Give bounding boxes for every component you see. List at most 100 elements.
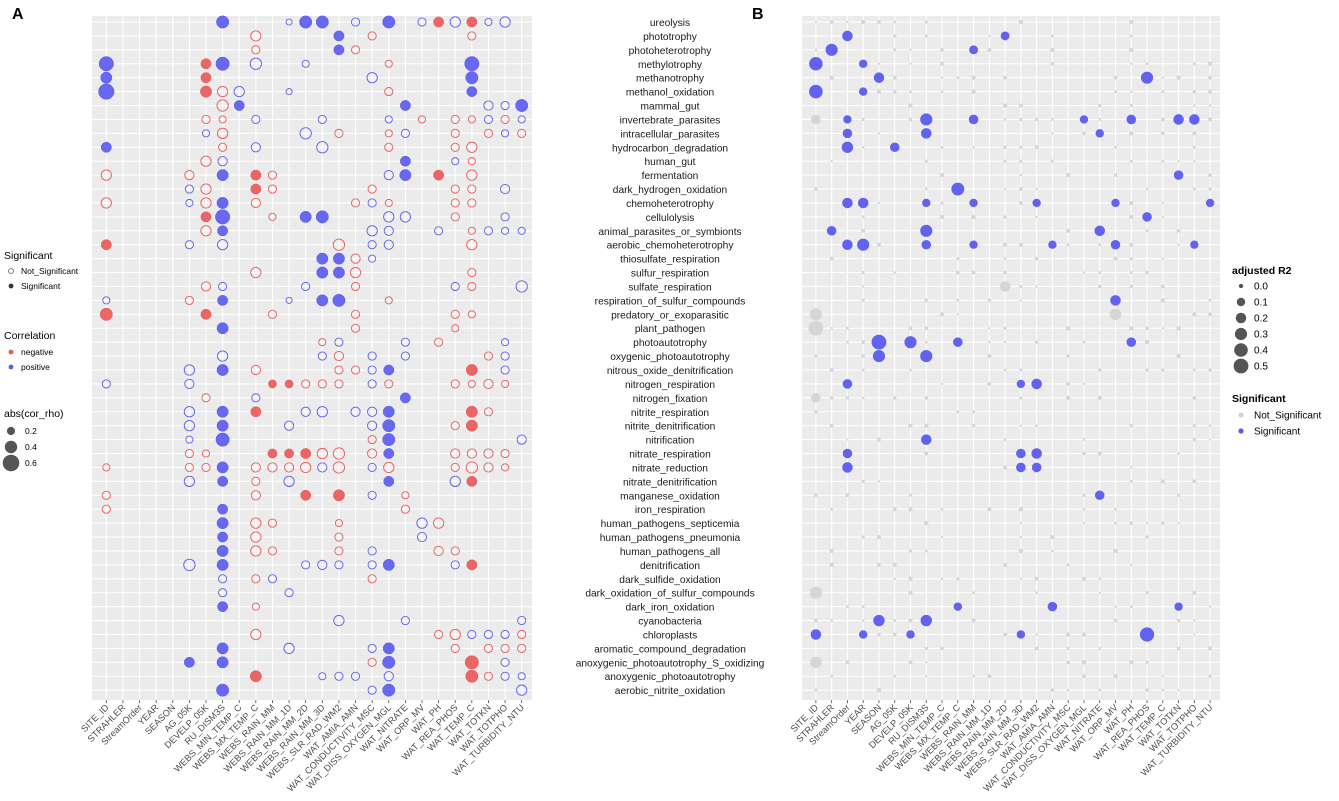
panel-b-point-faint xyxy=(893,34,897,38)
panel-b-point-faint xyxy=(830,619,834,622)
panel-a-point xyxy=(483,128,494,138)
panel-b-point-faint xyxy=(908,423,913,428)
panel-b-point-faint xyxy=(1145,229,1149,233)
panel-b-point-faint xyxy=(1209,438,1212,441)
panel-b-point xyxy=(1173,170,1184,180)
panel-a-point xyxy=(450,184,460,194)
panel-b-point-faint xyxy=(876,437,882,442)
function-label: human_pathogens_pneumonia xyxy=(600,533,741,544)
panel-b-point-faint xyxy=(846,20,849,24)
panel-a-point xyxy=(317,462,328,473)
panel-b-point-faint xyxy=(940,173,945,178)
panel-b-point-faint xyxy=(1208,646,1213,651)
legend-a: Significant Not_Significant Significant Cor… xyxy=(2,250,79,472)
panel-a-point xyxy=(332,238,346,251)
panel-b-point-faint xyxy=(1208,674,1212,679)
panel-a-point xyxy=(100,169,112,181)
panel-a-point xyxy=(218,588,228,598)
panel-a-point xyxy=(399,100,411,111)
panel-b-point-faint xyxy=(1050,535,1055,539)
panel-a-point xyxy=(216,656,229,669)
panel-b-point-faint xyxy=(1176,493,1181,497)
panel-a-point xyxy=(100,71,113,84)
panel-b-point-faint xyxy=(1098,688,1102,692)
panel-b-point xyxy=(842,30,853,42)
panel-a-point xyxy=(384,115,393,124)
panel-b-point-faint xyxy=(1034,145,1039,150)
panel-a-point xyxy=(350,365,361,375)
panel-b-point-faint xyxy=(1019,424,1023,427)
panel-a-point xyxy=(216,169,229,182)
panel-a-point xyxy=(350,406,361,417)
panel-a-point xyxy=(217,156,228,167)
panel-a-point xyxy=(501,463,510,472)
function-label: methylotrophy xyxy=(638,60,703,71)
panel-a-point xyxy=(368,254,377,263)
panel-b-point-faint xyxy=(876,242,882,247)
panel-a-point xyxy=(200,197,212,209)
panel-b-point-faint xyxy=(1161,201,1165,205)
panel-b-point-faint xyxy=(1034,256,1039,261)
panel-a-point xyxy=(99,307,113,321)
panel-a-point xyxy=(367,406,378,417)
panel-b-label: B xyxy=(752,6,764,23)
legend-negative-swatch xyxy=(8,349,14,355)
panel-b-point-faint xyxy=(1177,243,1180,246)
function-label: oxygenic_photoautotrophy xyxy=(610,352,730,363)
panel-a-point xyxy=(200,281,212,292)
panel-a-point xyxy=(367,435,377,445)
panel-b-point-faint xyxy=(893,577,897,581)
panel-b-point-faint xyxy=(893,619,897,623)
panel-a-point xyxy=(250,183,262,195)
panel-b-point-faint xyxy=(1177,689,1180,692)
panel-a-point xyxy=(217,239,229,251)
panel-b-point-faint xyxy=(924,159,928,163)
panel-b-point-faint xyxy=(1208,298,1212,302)
panel-b-point-faint xyxy=(1082,382,1086,386)
panel-b-point-faint xyxy=(1113,674,1118,679)
panel-a-point xyxy=(383,225,394,236)
function-label: iron_respiration xyxy=(635,505,705,516)
legend-r2-swatch xyxy=(1234,327,1248,341)
panel-a-point xyxy=(250,545,262,557)
panel-a-point xyxy=(467,115,476,124)
panel-a-point xyxy=(218,142,228,152)
panel-b-point-faint xyxy=(1208,173,1212,177)
panel-a-point xyxy=(400,128,410,138)
panel-a-point xyxy=(250,462,261,473)
panel-b-point-faint xyxy=(956,410,960,414)
panel-a-point xyxy=(483,671,494,681)
panel-b-point-faint xyxy=(924,549,928,553)
panel-a-point xyxy=(367,462,377,472)
panel-b-point-faint xyxy=(1129,521,1134,525)
panel-a-point xyxy=(333,252,345,265)
panel-b-point-faint xyxy=(829,20,834,24)
panel-a-point xyxy=(466,141,478,153)
panel-a-point xyxy=(250,628,262,641)
panel-b-point-faint xyxy=(924,20,928,24)
function-label: chemoheterotrophy xyxy=(626,199,715,210)
panel-b-point-faint xyxy=(940,312,945,317)
panel-b-point-faint xyxy=(1129,103,1133,108)
panel-b-point-faint xyxy=(861,354,865,358)
panel-b-point-faint xyxy=(924,646,928,651)
panel-b-point-faint xyxy=(1098,591,1101,594)
function-label: dark_iron_oxidation xyxy=(626,603,715,614)
panel-b-point xyxy=(1079,115,1089,124)
panel-a-point xyxy=(467,379,476,388)
panel-a-point xyxy=(466,448,477,459)
panel-b-point-faint xyxy=(876,687,882,693)
panel-a-point xyxy=(483,378,494,390)
panel-a-point xyxy=(367,365,377,375)
panel-b-point-faint xyxy=(1176,618,1181,623)
panel-a-point xyxy=(382,433,396,447)
panel-b-point-faint xyxy=(1113,548,1118,554)
panel-b-point xyxy=(842,128,853,139)
panel-a-point xyxy=(217,127,229,139)
panel-b-point-faint xyxy=(1034,576,1039,581)
panel-a-point xyxy=(217,531,229,543)
panel-b-point xyxy=(1140,71,1154,84)
panel-b-point-faint xyxy=(845,605,849,609)
function-label: nitrification xyxy=(646,436,695,447)
